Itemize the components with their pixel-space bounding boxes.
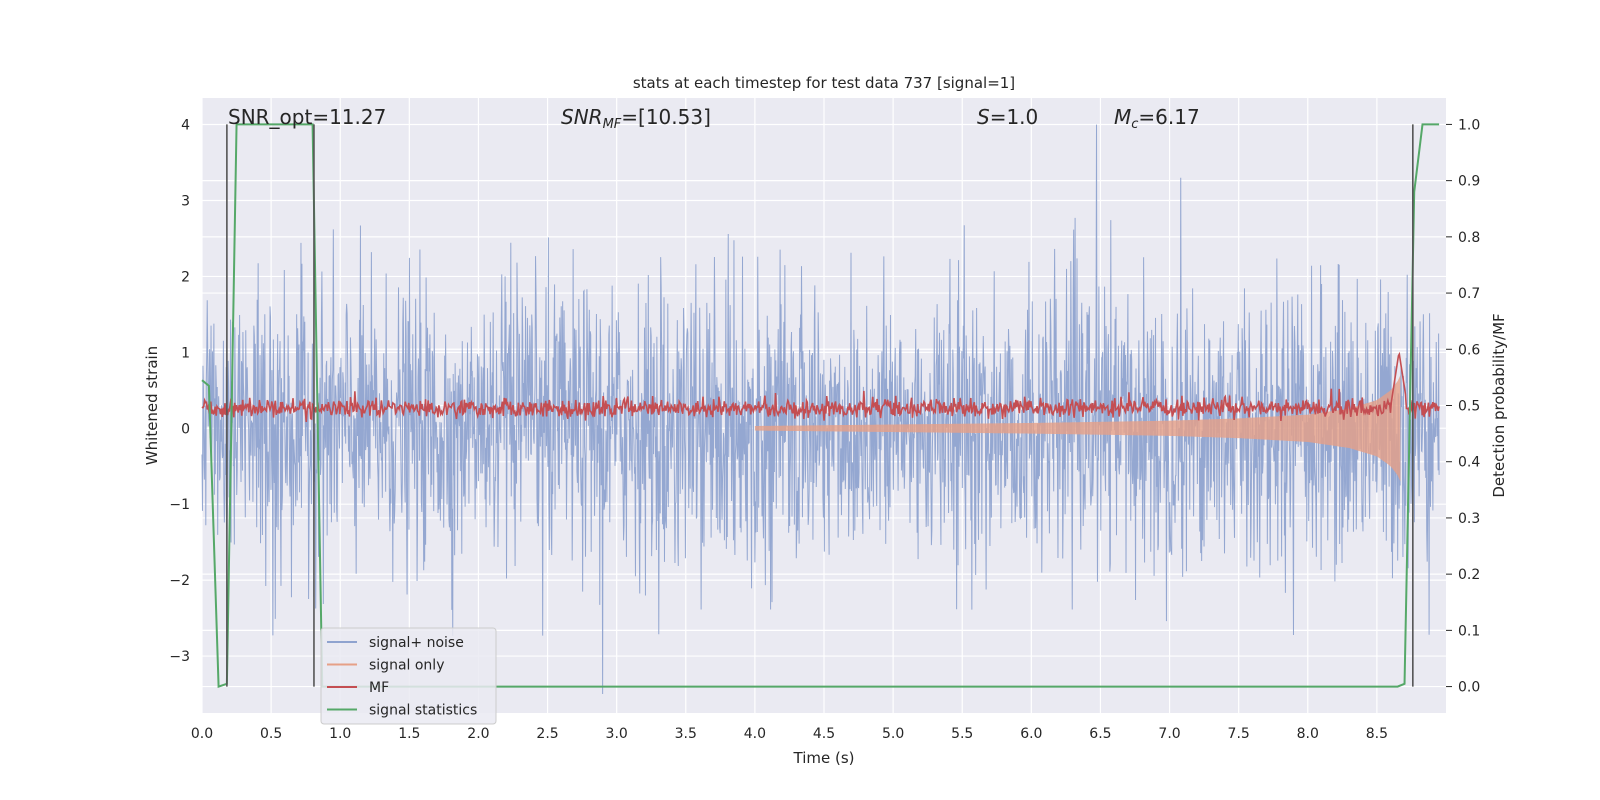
y2-tick-label: 0.7 — [1458, 286, 1480, 302]
y2-tick-label: 1.0 — [1458, 117, 1480, 133]
y2-tick-label: 0.3 — [1458, 511, 1480, 527]
series-mf-line — [201, 351, 1440, 423]
y-tick-label: −1 — [169, 497, 190, 513]
annotation-snr-opt: SNR_opt=11.27 — [228, 105, 386, 129]
legend-box — [320, 627, 497, 725]
y-axis-title: Whitened strain — [143, 346, 161, 465]
y2-axis-title: Detection probability/MF — [1490, 313, 1508, 497]
series-signal-noise-line — [201, 124, 1440, 695]
legend-label: signal statistics — [369, 703, 477, 719]
x-tick-label: 5.0 — [882, 726, 904, 742]
x-tick-label: 0.0 — [191, 726, 213, 742]
x-tick-label: 7.5 — [1228, 726, 1250, 742]
annotation-snr-mf-sub: MF — [603, 117, 622, 132]
x-tick-label: 5.5 — [951, 726, 973, 742]
x-axis-title: Time (s) — [793, 749, 855, 767]
legend-label: signal+ noise — [369, 635, 464, 651]
x-tick-label: 7.0 — [1158, 726, 1180, 742]
x-tick-label: 4.5 — [813, 726, 835, 742]
x-tick-label: 8.5 — [1366, 726, 1388, 742]
y-tick-label: 2 — [181, 269, 190, 285]
series-signal-only-envelope — [754, 375, 1401, 482]
y2-tick-label: 0.1 — [1458, 623, 1480, 639]
plot-area: 0.0 0.5 1.0 1.5 2.0 2.5 3.0 3.5 4.0 4.5 5.0 5.5 6.0 6… — [143, 74, 1508, 767]
annotation-s-main: S — [977, 105, 990, 129]
x-tick-label: 1.5 — [398, 726, 420, 742]
y2-tick-label: 0.5 — [1458, 399, 1480, 415]
y-tick-label: −3 — [169, 649, 190, 665]
annotation-snr-mf-rest: =[10.53] — [621, 105, 711, 129]
annotation-snr-mf-main: SNR — [561, 105, 603, 129]
legend-label: signal only — [369, 658, 444, 674]
annotation-s-rest: =1.0 — [990, 105, 1039, 129]
y2-tick-label: 0.8 — [1458, 230, 1480, 246]
y2-tick-label: 0.4 — [1458, 455, 1480, 471]
y-tick-label: −2 — [169, 573, 190, 589]
y-tick-label: 4 — [181, 118, 190, 134]
x-tick-label: 6.5 — [1089, 726, 1111, 742]
chart-title: stats at each timestep for test data 737… — [633, 74, 1015, 92]
x-tick-label: 3.0 — [606, 726, 628, 742]
y2-tick-label: 0.9 — [1458, 174, 1480, 190]
annotation-mc-sub: c — [1131, 117, 1138, 132]
legend-label: MF — [369, 680, 389, 696]
x-tick-label: 8.0 — [1297, 726, 1319, 742]
annotation-s: S=1.0 — [977, 105, 1038, 129]
y2-tick-label: 0.2 — [1458, 567, 1480, 583]
annotation-mc: Mc=6.17 — [1114, 105, 1200, 132]
x-tick-label: 0.5 — [260, 726, 282, 742]
x-tick-label: 1.0 — [329, 726, 351, 742]
x-tick-label: 2.0 — [467, 726, 489, 742]
y-tick-label: 0 — [181, 421, 190, 437]
y-tick-label: 3 — [181, 194, 190, 210]
y-tick-label: 1 — [181, 345, 190, 361]
x-tick-label: 3.5 — [675, 726, 697, 742]
y2-tick-label: 0.0 — [1458, 680, 1480, 696]
legend: signal+ noise signal only MF signal statist… — [320, 627, 497, 725]
x-tick-label: 6.0 — [1020, 726, 1042, 742]
x-tick-label: 4.0 — [744, 726, 766, 742]
x-tick-label: 2.5 — [536, 726, 558, 742]
annotation-mc-main: M — [1114, 105, 1131, 129]
annotation-snr-mf: SNRMF=[10.53] — [561, 105, 711, 132]
annotation-mc-rest: =6.17 — [1138, 105, 1199, 129]
y2-tick-label: 0.6 — [1458, 342, 1480, 358]
